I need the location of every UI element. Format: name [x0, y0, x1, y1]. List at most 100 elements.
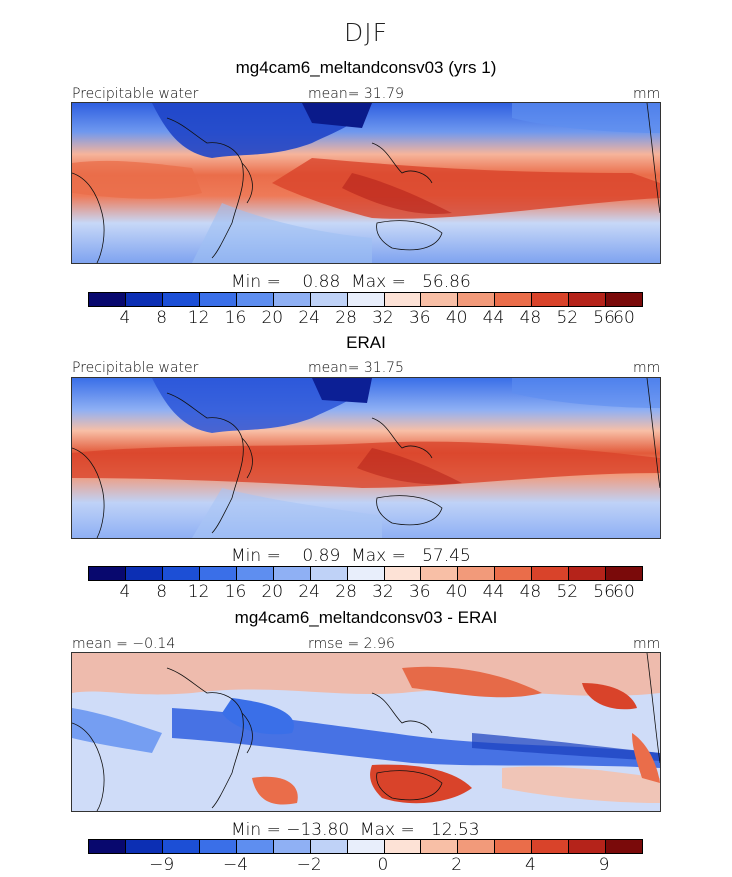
colorbar-1-swatch — [89, 293, 126, 306]
colorbar-tick: 60 — [613, 582, 635, 602]
colorbar-tick: 40 — [445, 308, 468, 328]
panel-2-units-label: mm — [633, 360, 661, 376]
panel-1-units-label: mm — [633, 86, 661, 102]
colorbar-2-swatch — [495, 567, 533, 580]
colorbar-2-swatch — [458, 567, 496, 580]
colorbar-tick: 36 — [408, 308, 431, 328]
panel-3-title: mg4cam6_meltandconsv03 - ERAI — [234, 608, 498, 627]
colorbar-tick: 16 — [224, 582, 247, 602]
panel-3-rmse-label: rmse = 2.96 — [308, 636, 395, 652]
panel-2-minmax: Min = 0.89 Max = 57.45 — [231, 546, 471, 566]
colorbar-tick: 28 — [335, 308, 357, 328]
colorbar-3-swatch — [569, 840, 607, 853]
colorbar-2-swatch — [421, 567, 459, 580]
colorbar-3-swatch — [273, 840, 311, 853]
colorbar-tick: 9 — [598, 855, 610, 875]
figure-title: DJF — [343, 18, 388, 47]
colorbar-1-swatch — [199, 293, 237, 306]
panel-1-mean-label: mean= 31.79 — [308, 86, 404, 102]
colorbar-tick: 52 — [556, 582, 579, 602]
colorbar-3-swatch — [162, 840, 200, 853]
panel-2-map — [71, 377, 661, 539]
colorbar-tick: 32 — [372, 582, 394, 602]
colorbar-2-swatch — [606, 567, 643, 580]
panel-3-units-label: mm — [633, 636, 661, 652]
colorbar-1-swatch — [458, 293, 496, 306]
colorbar-2-swatch — [347, 567, 385, 580]
colorbar-tick: 8 — [156, 308, 168, 328]
colorbar-tick: 44 — [482, 308, 505, 328]
colorbar-tick: −2 — [296, 855, 322, 875]
colorbar-tick: 36 — [408, 582, 431, 602]
colorbar-tick: 20 — [261, 308, 284, 328]
colorbar-tick: 12 — [187, 582, 210, 602]
colorbar-1-swatch — [384, 293, 422, 306]
colorbar-1-swatch — [125, 293, 163, 306]
colorbar-tick: 20 — [261, 582, 284, 602]
panel-1-minmax: Min = 0.88 Max = 56.86 — [231, 272, 471, 292]
panel-2-colorbar-ticks: 4 8 12 16 20 24 28 32 36 40 44 48 52 56 … — [88, 582, 641, 602]
colorbar-1-swatch — [273, 293, 311, 306]
panel-3-minmax: Min = −13.80 Max = 12.53 — [231, 820, 480, 840]
colorbar-1-swatch — [162, 293, 200, 306]
colorbar-tick: 12 — [187, 308, 210, 328]
colorbar-1-swatch — [532, 293, 570, 306]
colorbar-3-swatch — [458, 840, 496, 853]
panel-3-mean-label: mean = −0.14 — [72, 636, 176, 652]
colorbar-tick: 32 — [372, 308, 394, 328]
colorbar-tick: 16 — [224, 308, 247, 328]
precipitable-water-map-erai — [72, 378, 660, 538]
colorbar-3-swatch — [89, 840, 126, 853]
colorbar-3-swatch — [421, 840, 459, 853]
colorbar-tick: 4 — [119, 582, 131, 602]
colorbar-3-swatch — [199, 840, 237, 853]
panel-1-colorbar-ticks: 4 8 12 16 20 24 28 32 36 40 44 48 52 56 … — [88, 308, 641, 328]
colorbar-1-swatch — [569, 293, 607, 306]
colorbar-tick: 48 — [519, 582, 542, 602]
colorbar-3-swatch — [347, 840, 385, 853]
precipitable-water-map-model — [72, 103, 660, 263]
colorbar-2-swatch — [384, 567, 422, 580]
colorbar-2-swatch — [532, 567, 570, 580]
panel-2-title: ERAI — [346, 333, 386, 352]
colorbar-3-swatch — [495, 840, 533, 853]
colorbar-tick: 44 — [482, 582, 505, 602]
colorbar-3-swatch — [606, 840, 643, 853]
panel-1-variable-label: Precipitable water — [72, 86, 199, 102]
precipitable-water-difference-map — [72, 653, 660, 811]
colorbar-tick: 40 — [445, 582, 468, 602]
colorbar-1-swatch — [236, 293, 274, 306]
panel-1-map — [71, 102, 661, 264]
colorbar-tick: 2 — [451, 855, 463, 875]
colorbar-2-swatch — [125, 567, 163, 580]
colorbar-tick: 24 — [298, 582, 320, 602]
colorbar-tick: 4 — [119, 308, 131, 328]
colorbar-3-swatch — [310, 840, 348, 853]
colorbar-tick: 60 — [613, 308, 635, 328]
colorbar-2-swatch — [273, 567, 311, 580]
colorbar-tick: 28 — [335, 582, 357, 602]
colorbar-3-swatch — [532, 840, 570, 853]
panel-2-colorbar — [88, 566, 643, 581]
panel-3-colorbar — [88, 839, 643, 854]
panel-1-title: mg4cam6_meltandconsv03 (yrs 1) — [235, 58, 497, 77]
panel-3-map — [71, 652, 661, 812]
colorbar-1-swatch — [421, 293, 459, 306]
colorbar-2-swatch — [199, 567, 237, 580]
colorbar-3-swatch — [125, 840, 163, 853]
colorbar-tick: 0 — [377, 855, 389, 875]
colorbar-tick: 8 — [156, 582, 168, 602]
colorbar-tick: 4 — [524, 855, 536, 875]
colorbar-1-swatch — [495, 293, 533, 306]
colorbar-2-swatch — [236, 567, 274, 580]
panel-3-colorbar-ticks: −9 −4 −2 0 2 4 9 — [88, 855, 641, 875]
colorbar-3-swatch — [236, 840, 274, 853]
colorbar-2-swatch — [569, 567, 607, 580]
colorbar-tick: 48 — [519, 308, 542, 328]
colorbar-tick: 52 — [556, 308, 579, 328]
colorbar-1-swatch — [310, 293, 348, 306]
colorbar-2-swatch — [162, 567, 200, 580]
colorbar-2-swatch — [89, 567, 126, 580]
colorbar-3-swatch — [384, 840, 422, 853]
panel-2-mean-label: mean= 31.75 — [308, 360, 404, 376]
